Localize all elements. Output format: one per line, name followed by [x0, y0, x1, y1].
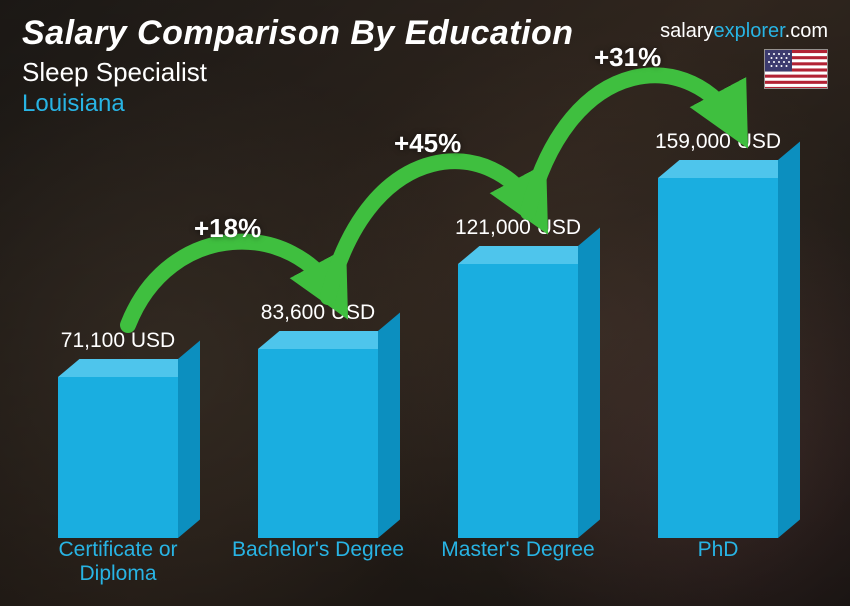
- increase-pct-label: +45%: [394, 128, 461, 159]
- increase-pct-label: +18%: [194, 213, 261, 244]
- bar-body: [58, 377, 178, 538]
- chart-canvas: Salary Comparison By Education Sleep Spe…: [0, 0, 850, 606]
- bar-body: [258, 349, 378, 538]
- bar-category-label: Certificate or Diploma: [18, 538, 218, 586]
- bar-chart: 71,100 USDCertificate or Diploma83,600 U…: [0, 0, 850, 606]
- increase-pct-label: +31%: [594, 42, 661, 73]
- bar-category-label: Master's Degree: [418, 538, 618, 562]
- bar-category-label: Bachelor's Degree: [218, 538, 418, 562]
- bar-category-label: PhD: [618, 538, 818, 562]
- bar-1: [258, 349, 378, 538]
- bar-0: [58, 377, 178, 538]
